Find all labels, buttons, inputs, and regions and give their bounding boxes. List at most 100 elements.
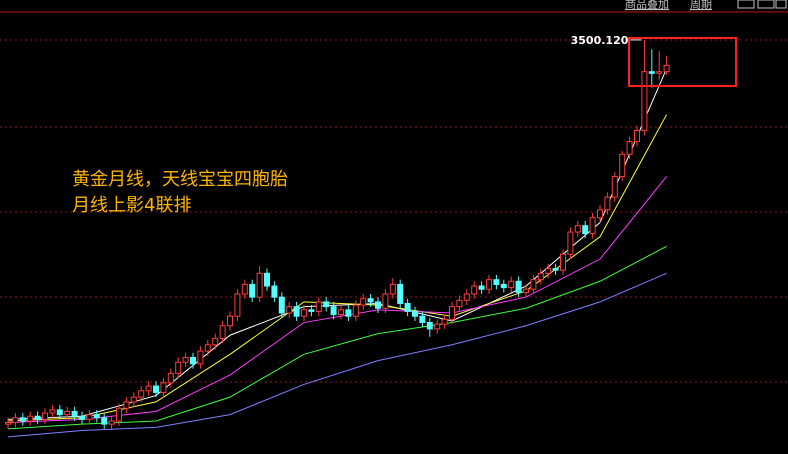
candle-body [486,279,492,290]
ma-line [7,272,667,438]
candle-body [19,417,26,422]
candle-body [34,415,41,420]
candle-body [574,225,581,233]
candle-body [138,390,145,398]
candle-body [249,283,256,298]
candle-body [219,325,226,339]
candle-body [530,279,537,290]
candle-body [49,409,56,414]
candle-body [93,414,100,419]
candle-body [597,209,603,219]
overlay-button[interactable]: 商品叠加 [625,0,669,11]
candle-body [338,309,344,316]
prev-button[interactable] [737,0,755,9]
candle-body [241,283,248,295]
candle-body [271,285,278,298]
candle-body [116,407,122,422]
candle-body [367,298,374,303]
candle-body [5,422,11,425]
candle-body [308,309,315,312]
candle-body [71,410,78,417]
candle-body [493,279,500,285]
candle-body [397,283,404,304]
candle-body [352,304,359,317]
candle-body [278,296,285,314]
candle-body [389,283,396,295]
candle-body [182,356,189,363]
candle-body [145,385,152,392]
candle-body [56,409,63,416]
candle-body [153,385,159,393]
candle-body [256,272,263,298]
candle-body [197,350,204,365]
candle-body [449,306,455,320]
close-button[interactable] [775,0,787,9]
candle-body [567,231,574,255]
candle-body [634,129,640,143]
candle-body [641,71,648,131]
candle-body [545,268,552,274]
candle-body [560,253,566,271]
candle-body [123,401,130,409]
candle-body [323,301,330,308]
candle-body [471,285,478,295]
candle-body [515,280,522,293]
max-price-label: 3500.120 [571,34,629,47]
candle-body [648,71,655,74]
candle-body [234,293,241,317]
candle-body [375,301,381,309]
candle-body [227,315,233,327]
candle-body [537,272,544,281]
candle-body [204,344,211,352]
candle-body [419,315,426,324]
candle-body [611,175,618,198]
candle-body [345,309,352,317]
candle-body [301,309,307,317]
candle-body [619,153,626,177]
candle-body [64,410,71,416]
candle-body [360,298,367,306]
candle-body [441,318,448,325]
candle-body [589,217,596,235]
candle-body [456,299,463,308]
candle-body [315,301,322,312]
candle-body [478,285,485,290]
next-button[interactable] [757,0,775,9]
candle-body [582,225,589,235]
period-button[interactable]: 周期 [690,0,712,11]
candle-body [12,417,19,424]
highlight-box [628,37,737,87]
candle-body [412,310,418,317]
candle-body [500,283,507,289]
candle-body [264,272,270,287]
candle-body [293,306,300,317]
candle-body [160,382,167,393]
candle-body [167,372,174,384]
candle-body [434,323,441,330]
candle-body [604,196,611,211]
candle-body [27,415,34,422]
candle-body [663,64,670,73]
candle-body [190,356,196,365]
candle-body [382,293,389,309]
annotation: 月线上影4联排 [72,195,191,216]
candle-body [508,280,515,289]
candle-body [101,417,108,425]
candle-body [286,306,293,314]
candle-body [42,412,48,420]
candle-body [426,322,433,330]
candle-body [404,302,411,312]
candle-body [86,414,93,420]
candle-body [656,71,663,74]
candle-body [626,141,633,155]
candle-body [330,306,337,316]
candle-body [79,415,85,420]
candle-body [523,288,529,293]
candle-body [130,396,137,403]
candle-body [463,293,470,301]
candle-body [552,268,559,271]
plot: 3500.120 [5,34,670,438]
candle-body [175,361,182,374]
